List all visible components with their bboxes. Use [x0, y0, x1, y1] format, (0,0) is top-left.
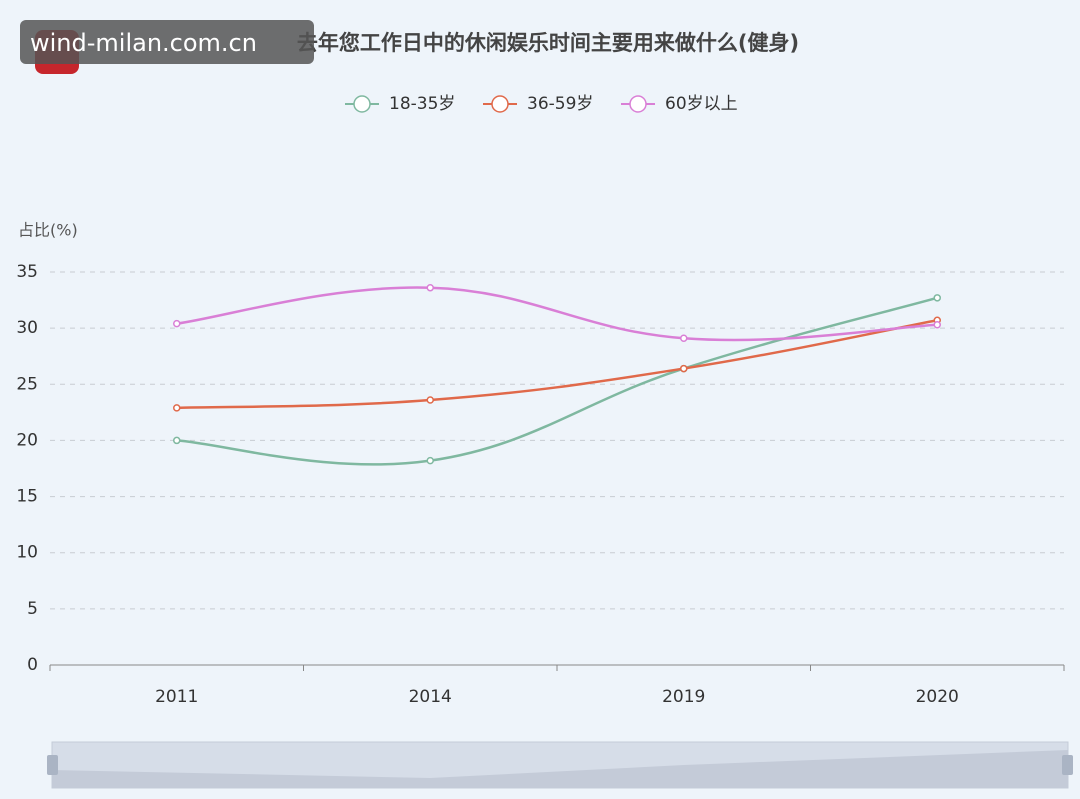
- legend-marker: [629, 95, 647, 113]
- point: [173, 319, 181, 328]
- legend-marker: [491, 95, 509, 113]
- y-tick-label: 35: [16, 262, 38, 282]
- y-tick-label: 20: [16, 430, 38, 450]
- legend-label: 36-59岁: [527, 94, 593, 114]
- y-tick-label: 10: [16, 543, 38, 563]
- point: [680, 334, 688, 342]
- y-tick-label: 15: [16, 487, 38, 507]
- point: [933, 294, 941, 302]
- x-tick-label: 2011: [155, 687, 198, 707]
- legend-label: 18-35岁: [389, 94, 455, 114]
- point: [426, 396, 434, 404]
- point: [426, 283, 434, 292]
- chart-title: 去年您工作日中的休闲娱乐时间主要用来做什么(健身): [297, 31, 799, 55]
- point: [173, 404, 181, 412]
- point: [680, 364, 688, 373]
- y-tick-label: 30: [16, 318, 38, 338]
- point: [933, 321, 941, 329]
- y-tick-label: 5: [27, 599, 38, 619]
- point: [173, 436, 181, 445]
- watermark: wind-milan.com.cn: [30, 29, 257, 57]
- line: [176, 286, 938, 342]
- legend-label: 60岁以上: [665, 94, 738, 114]
- x-tick-label: 2020: [916, 687, 959, 707]
- line: [176, 296, 938, 466]
- zoom-handle[interactable]: [47, 755, 58, 775]
- line: [176, 319, 938, 410]
- watermark-box: [20, 20, 314, 64]
- y-tick-label: 0: [27, 655, 38, 675]
- y-tick-label: 25: [16, 374, 38, 394]
- x-tick-label: 2014: [409, 687, 452, 707]
- y-axis-label: 占比(%): [18, 221, 78, 240]
- zoom-preview: [52, 750, 1068, 788]
- x-tick-label: 2019: [662, 687, 705, 707]
- zoom-handle[interactable]: [1062, 755, 1073, 775]
- legend-marker: [353, 95, 371, 113]
- point: [426, 456, 434, 465]
